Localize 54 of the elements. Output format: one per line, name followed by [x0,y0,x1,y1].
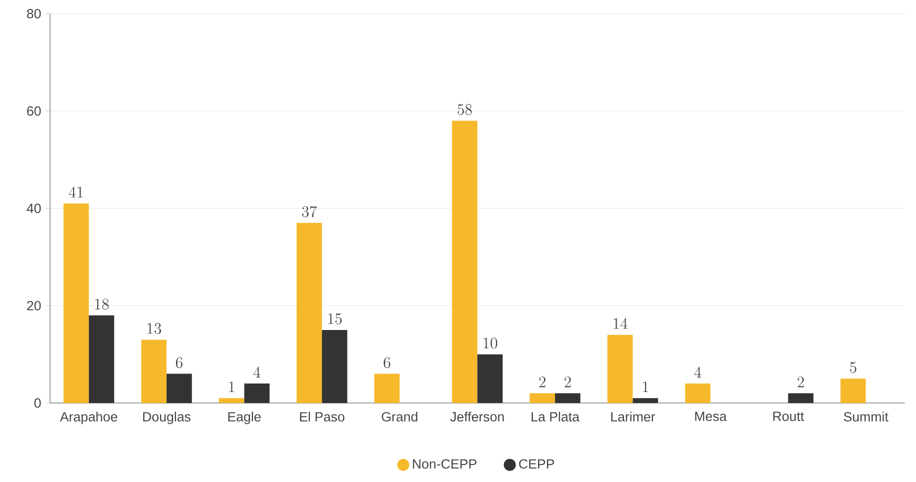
bar [840,378,866,403]
bar [452,120,478,403]
x-tick-label: Douglas [143,412,191,424]
bar [607,334,633,403]
bar [88,315,114,403]
bar [322,330,348,403]
legend-label: Non-CEPP [413,459,476,469]
x-tick-label: Mesa [695,412,727,422]
y-tick-label: 80 [27,8,41,18]
data-label: 10 [484,338,498,349]
bar [477,354,503,403]
data-label: 4 [694,366,702,378]
data-label: 6 [384,357,390,368]
bar [244,384,270,403]
bar [296,222,322,403]
data-label: 15 [328,313,342,324]
x-tick-label: Jefferson [450,412,504,422]
x-tick-label: Grand [382,412,418,422]
bar [166,374,192,403]
bar [141,340,167,403]
data-label: 58 [458,104,472,116]
data-label: 4 [253,366,260,378]
y-tick-label: 0 [34,398,41,408]
data-label: 2 [539,376,546,388]
bar [788,393,814,403]
data-label: 2 [564,376,571,388]
data-label: 1 [229,381,234,392]
x-tick-label: Larimer [611,412,656,422]
bar [218,398,244,403]
legend-label: CEPP [519,459,554,469]
data-label: 6 [176,357,182,368]
data-label: 5 [850,362,856,373]
data-label: 1 [642,381,648,392]
bar [64,203,89,403]
y-tick-label: 40 [26,204,41,214]
data-label: 13 [148,323,162,334]
x-tick-label: El Paso [300,412,344,422]
x-tick-label: Summit [844,412,888,422]
x-tick-label: Eagle [228,412,261,424]
bar [530,393,556,403]
x-tick-label: Arapahoe [60,412,118,424]
bar [374,374,400,403]
data-label: 18 [95,298,109,310]
y-tick-label: 60 [27,106,41,116]
data-label: 41 [68,186,83,198]
bar [555,393,580,403]
data-label: 37 [302,206,317,218]
bar [632,398,658,403]
data-label: 2 [798,376,804,388]
data-label: 14 [614,318,628,329]
x-tick-label: La Plata [532,412,580,422]
y-tick-label: 20 [27,300,41,310]
x-tick-label: Routt [773,412,804,422]
bar [685,384,710,403]
